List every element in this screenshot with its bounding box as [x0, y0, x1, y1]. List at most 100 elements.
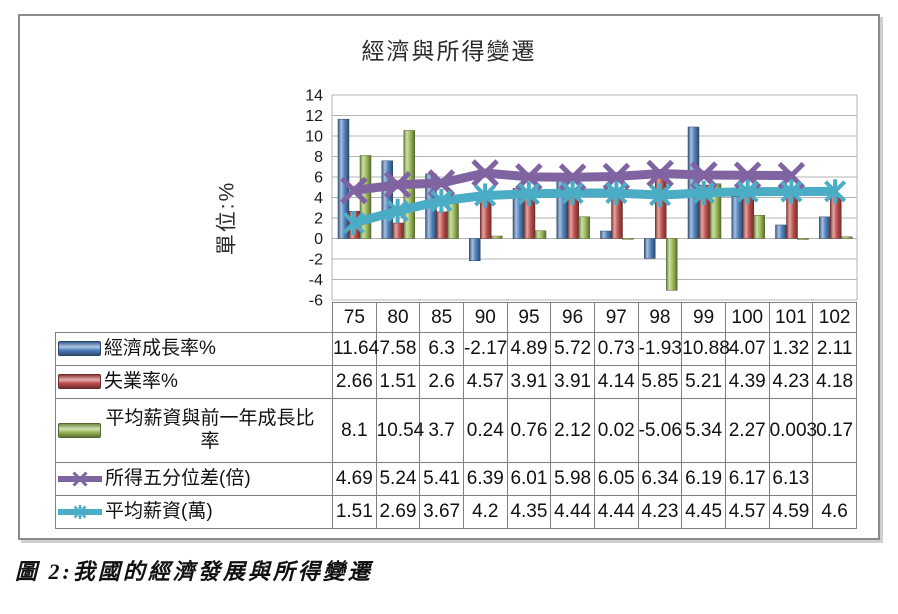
value-cell: 6.3 — [419, 332, 464, 366]
year-header-cell: 95 — [506, 302, 552, 333]
value-cell: 3.91 — [506, 365, 552, 399]
value-cell: 5.98 — [550, 462, 595, 496]
value-cell: 5.85 — [637, 365, 683, 399]
chart-plot-area: 14 12 10 8 6 4 2 0 -2 -4 -6 — [305, 88, 858, 310]
value-cell: 1.32 — [768, 332, 814, 366]
value-cell: 1.51 — [375, 365, 421, 399]
value-cell: 3.7 — [419, 398, 464, 463]
year-header-cell: 75 — [332, 302, 377, 333]
y-tick-label: 14 — [305, 88, 323, 105]
value-cell: 10.54 — [375, 398, 424, 463]
bar — [644, 238, 656, 259]
value-cell: 4.69 — [332, 462, 377, 496]
chart-data-table: 75 80 85 90 95 96 97 98 99 100 101 102 經濟成長率% 11.64 7.… — [55, 302, 857, 529]
value-cell: 0.76 — [506, 398, 552, 463]
year-header-cell: 90 — [462, 302, 508, 333]
bar — [469, 238, 481, 261]
value-cell: 6.39 — [462, 462, 508, 496]
value-cell: 3.91 — [550, 365, 595, 399]
y-tick-label: 10 — [305, 129, 323, 146]
value-cell: 6.01 — [506, 462, 552, 496]
value-cell: 11.64 — [332, 332, 379, 366]
series-label: 經濟成長率% — [104, 337, 216, 359]
year-header-cell: 101 — [768, 302, 814, 333]
bar — [731, 196, 743, 239]
value-cell: 4.44 — [593, 495, 639, 529]
y-tick-label: -2 — [309, 252, 323, 269]
value-cell: 5.21 — [681, 365, 726, 399]
value-cell: 2.12 — [550, 398, 595, 463]
value-cell: 6.19 — [681, 462, 726, 496]
value-cell: 2.6 — [419, 365, 464, 399]
y-tick-label: -4 — [309, 272, 323, 289]
figure-caption: 圖 2:我國的經濟發展與所得變遷 — [15, 559, 373, 584]
series-label: 平均薪資(萬) — [105, 500, 213, 522]
series-label: 所得五分位差(倍) — [105, 467, 251, 489]
value-cell: 0.17 — [812, 398, 857, 463]
value-cell: 7.58 — [375, 332, 421, 366]
value-cell: 4.23 — [637, 495, 683, 529]
value-cell: 4.89 — [506, 332, 552, 366]
series-label-cell: 所得五分位差(倍) — [55, 462, 333, 496]
year-header-cell: 98 — [637, 302, 683, 333]
year-header-cell: 99 — [681, 302, 726, 333]
value-cell: 4.14 — [593, 365, 639, 399]
value-cell: 5.41 — [419, 462, 464, 496]
bar — [436, 211, 448, 239]
series-row: 平均薪資與前一年成長比率 8.1 10.54 3.7 0.24 0.76 2.12 0.02-… — [55, 398, 857, 463]
line-asterisk-legend-icon — [58, 504, 102, 519]
series-label: 平均薪資與前一年成長比率 — [105, 407, 315, 452]
bar-legend-icon — [58, 341, 101, 357]
value-cell: 6.34 — [637, 462, 683, 496]
y-tick-label: 6 — [314, 170, 323, 187]
bar — [797, 238, 809, 240]
value-cell: 4.18 — [812, 365, 857, 399]
value-cell: 4.07 — [724, 332, 770, 366]
bar — [600, 230, 612, 239]
table-corner-cell — [56, 303, 333, 333]
y-tick-label: -6 — [309, 293, 323, 310]
bar — [666, 238, 678, 291]
bar — [622, 238, 634, 240]
value-cell: -1.93 — [637, 332, 683, 366]
bar — [819, 216, 831, 239]
y-axis-title-text: 單位:% — [215, 180, 239, 256]
series-row: 失業率% 2.66 1.51 2.6 4.57 3.91 3.91 4.14 5.85 5.21 4… — [55, 365, 857, 399]
bar — [655, 178, 667, 239]
line-series-2 — [352, 186, 836, 228]
year-header-cell: 100 — [724, 302, 770, 333]
year-header-cell: 80 — [375, 302, 421, 333]
series-label-cell: 經濟成長率% — [55, 332, 333, 366]
year-header-cell: 97 — [593, 302, 639, 333]
y-axis-title: 單位:% — [203, 128, 247, 308]
value-cell: 2.27 — [724, 398, 770, 463]
value-cell: 5.34 — [681, 398, 726, 463]
bar-legend-icon — [58, 423, 101, 438]
value-cell: 4.57 — [462, 365, 508, 399]
year-header-cell: 85 — [419, 302, 464, 333]
value-cell: 2.66 — [332, 365, 377, 399]
value-cell: 4.23 — [768, 365, 814, 399]
series-row: 平均薪資(萬) 1.51 2.69 3.67 4.2 4.35 4.44 4.44 4.23 4.… — [55, 495, 857, 529]
line-x-legend-icon — [58, 471, 102, 487]
value-cell: 0.73 — [593, 332, 639, 366]
value-cell: 6.13 — [768, 462, 814, 496]
value-cell: 1.51 — [332, 495, 377, 529]
value-cell: 4.57 — [724, 495, 770, 529]
value-cell: 0.003 — [768, 398, 817, 463]
value-cell: 4.6 — [812, 495, 857, 529]
series-label-cell: 失業率% — [55, 365, 333, 399]
y-tick-label: 0 — [314, 231, 323, 248]
value-cell: 10.88 — [681, 332, 730, 366]
chart-frame: 經濟與所得變遷 單位:% 14 12 10 8 6 4 2 0 -2 -4 -6 75 80 85 90 9… — [18, 14, 880, 540]
value-cell: 5.24 — [375, 462, 421, 496]
y-tick-label: 4 — [314, 190, 323, 207]
bar — [753, 214, 765, 239]
value-cell: 4.2 — [462, 495, 508, 529]
value-cell: 5.72 — [550, 332, 595, 366]
bar — [775, 224, 787, 239]
year-header-cell: 102 — [812, 302, 857, 333]
series-label: 失業率% — [104, 370, 178, 392]
value-cell: 4.44 — [550, 495, 595, 529]
value-cell: 6.17 — [724, 462, 770, 496]
